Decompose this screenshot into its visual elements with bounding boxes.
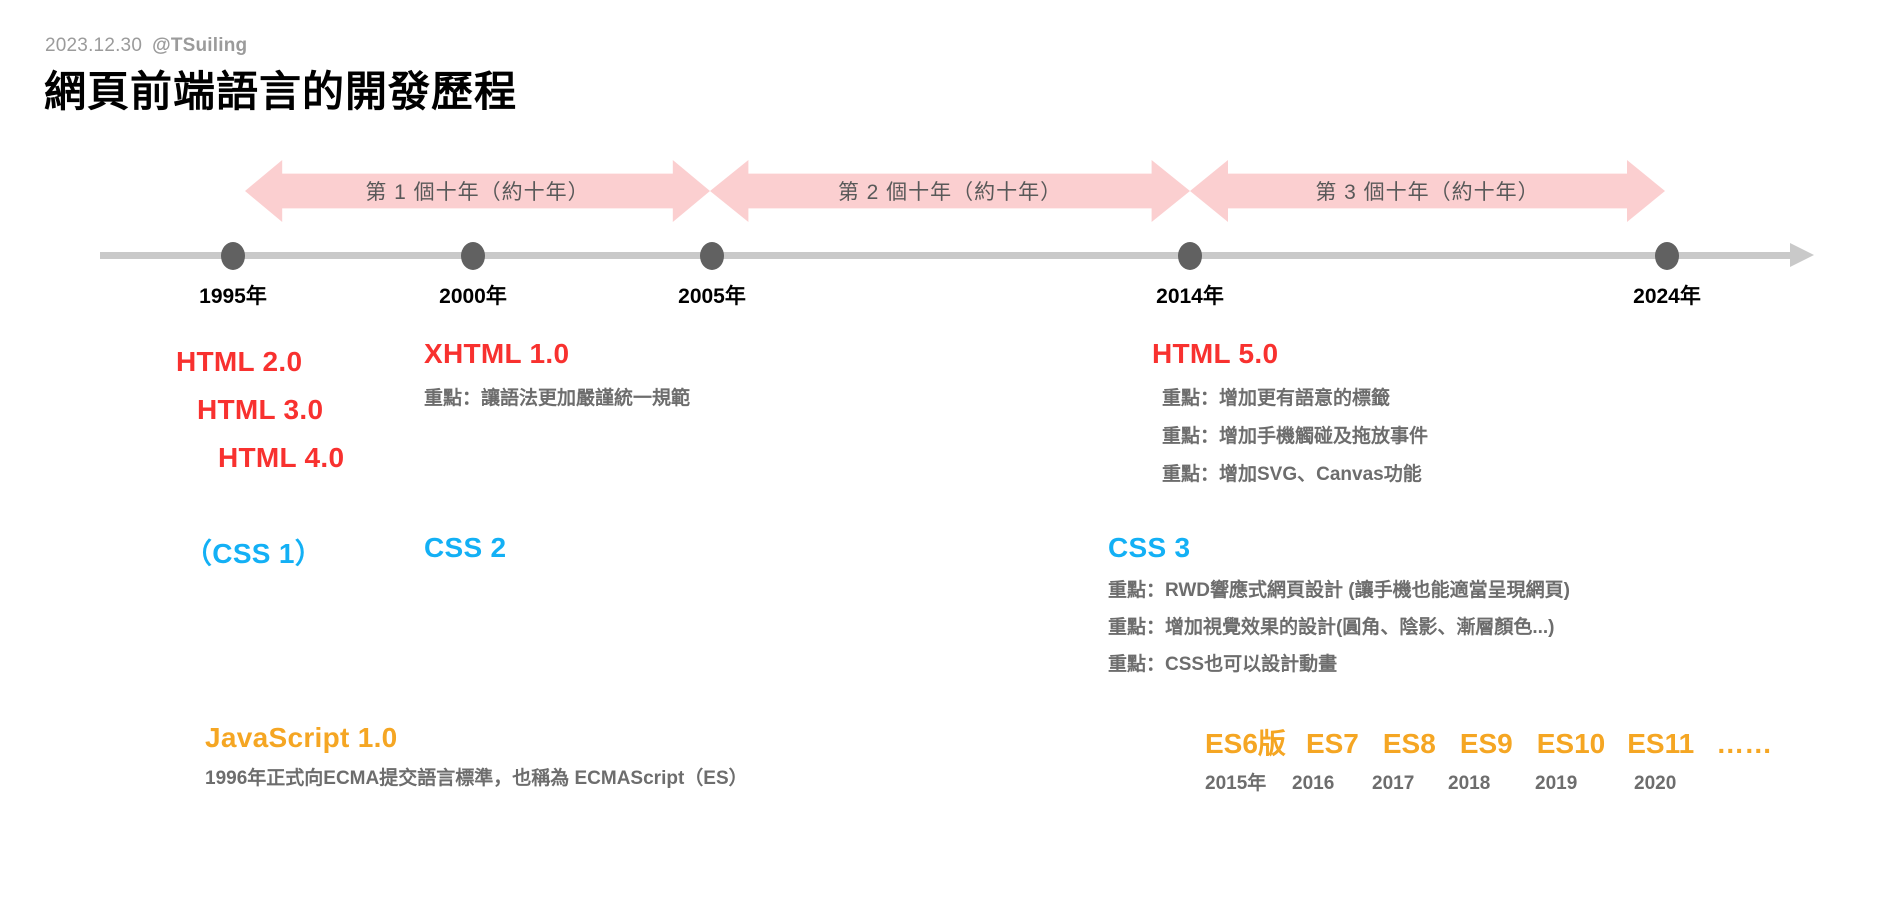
es-item-es7: ES7 <box>1305 728 1359 759</box>
es-item-es11: ES11 <box>1627 728 1695 759</box>
byline-date: 2023.12.30 <box>45 35 143 56</box>
timeline-dot-2024 <box>1655 242 1679 270</box>
decade-arrow-3: 第 3 個十年（約十年） <box>1190 160 1665 222</box>
es-item-es6: ES6版 <box>1205 728 1286 759</box>
es-year-2019: 2019 <box>1535 773 1578 794</box>
xhtml-title: XHTML 1.0 <box>424 338 570 369</box>
es-year-row: 2015年 2016 2017 2018 2019 2020 <box>1205 768 1676 795</box>
byline-handle: @TSuiling <box>152 35 248 56</box>
html5-note-2: 重點：增加手機觸碰及拖放事件 <box>1162 426 1429 447</box>
css2-title: CSS 2 <box>424 532 507 563</box>
entry-css2-2000: CSS 2 <box>424 532 506 564</box>
decade-band: 第 1 個十年（約十年） 第 2 個十年（約十年） 第 3 個十年（約十年） <box>0 160 1900 222</box>
es-item-es10: ES10 <box>1536 728 1606 759</box>
page-title: 網頁前端語言的開發歷程 <box>44 68 518 115</box>
es-year-2015: 2015年 <box>1205 773 1267 794</box>
es-year-2020: 2020 <box>1634 773 1677 794</box>
timeline-dot-2000 <box>461 242 485 270</box>
javascript-title: JavaScript 1.0 <box>205 722 398 753</box>
byline: 2023.12.30 @TSuiling <box>45 35 247 57</box>
timeline-dot-1995 <box>221 242 245 270</box>
timeline-label-2014: 2014年 <box>1156 285 1224 308</box>
entry-xhtml-2000: XHTML 1.0 重點：讓語法更加嚴謹統一規範 <box>424 338 690 418</box>
decade-arrow-2: 第 2 個十年（約十年） <box>710 160 1190 222</box>
es-year-2018: 2018 <box>1448 773 1491 794</box>
css3-note-3: 重點：CSS也可以設計動畫 <box>1108 654 1338 675</box>
timeline-axis-arrowhead-icon <box>1790 243 1814 267</box>
es-version-row: ES6版 ES7 ES8 ES9 ES10 ES11 …… <box>1205 722 1772 762</box>
html5-note-1: 重點：增加更有語意的標籤 <box>1162 388 1391 409</box>
timeline-label-2000: 2000年 <box>439 285 507 308</box>
es-year-2017: 2017 <box>1372 773 1415 794</box>
css1-title: （CSS 1） <box>184 538 324 569</box>
timeline-dot-2005 <box>700 242 724 270</box>
html-version-2: HTML 2.0 <box>176 346 303 377</box>
entry-css3-2014: CSS 3 重點：RWD響應式網頁設計 (讓手機也能適當呈現網頁) 重點：增加視… <box>1108 532 1570 683</box>
html5-note-3: 重點：增加SVG、Canvas功能 <box>1162 464 1422 485</box>
xhtml-note-1: 重點：讓語法更加嚴謹統一規範 <box>424 388 691 409</box>
decade-arrow-1: 第 1 個十年（約十年） <box>245 160 710 222</box>
timeline-axis <box>100 252 1800 259</box>
es-item-es9: ES9 <box>1459 728 1513 759</box>
entry-css1-1995: （CSS 1） <box>184 532 323 572</box>
es-item-es8: ES8 <box>1382 728 1436 759</box>
decade-arrow-2-label: 第 2 個十年（約十年） <box>837 181 1063 204</box>
decade-arrow-3-label: 第 3 個十年（約十年） <box>1315 181 1540 204</box>
es-item-ellipsis: …… <box>1716 728 1773 759</box>
html5-title: HTML 5.0 <box>1152 338 1279 369</box>
decade-arrow-1-label: 第 1 個十年（約十年） <box>365 181 590 204</box>
entry-javascript-1995: JavaScript 1.0 1996年正式向ECMA提交語言標準，也稱為 EC… <box>205 722 748 798</box>
entry-html-1995: HTML 2.0 HTML 3.0 HTML 4.0 <box>176 338 344 482</box>
javascript-note-1: 1996年正式向ECMA提交語言標準，也稱為 ECMAScript（ES） <box>205 768 748 789</box>
timeline-label-1995: 1995年 <box>199 285 267 308</box>
timeline-label-2005: 2005年 <box>678 285 746 308</box>
es-year-2016: 2016 <box>1292 773 1335 794</box>
html-version-3: HTML 3.0 <box>197 394 324 425</box>
timeline-label-2024: 2024年 <box>1633 285 1701 308</box>
css3-title: CSS 3 <box>1108 532 1191 563</box>
css3-note-2: 重點：增加視覺效果的設計(圓角、陰影、漸層顏色...) <box>1108 617 1555 638</box>
timeline-dot-2014 <box>1178 242 1202 270</box>
entry-html5-2014: HTML 5.0 重點：增加更有語意的標籤 重點：增加手機觸碰及拖放事件 重點：… <box>1152 338 1428 494</box>
css3-note-1: 重點：RWD響應式網頁設計 (讓手機也能適當呈現網頁) <box>1108 580 1570 601</box>
html-version-4: HTML 4.0 <box>218 442 345 473</box>
